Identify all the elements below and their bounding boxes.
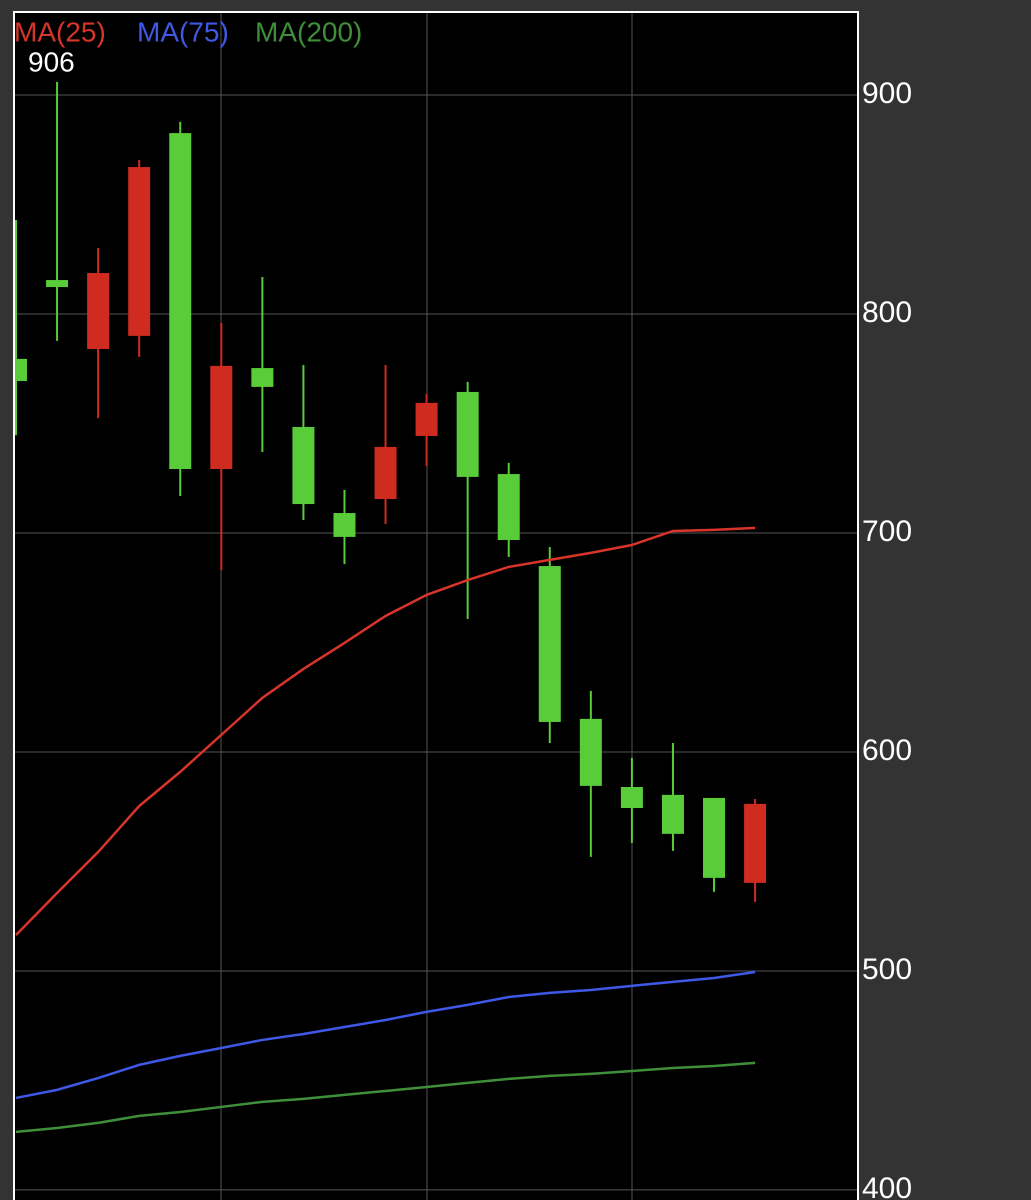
y-tick-label: 800 xyxy=(862,296,912,329)
plot xyxy=(14,81,767,1134)
candle-body xyxy=(292,426,315,505)
legend-entry: MA(75) xyxy=(137,16,229,47)
frame xyxy=(13,11,859,1200)
candle-body xyxy=(456,391,479,477)
candle-body xyxy=(251,368,274,387)
candle-body xyxy=(620,786,643,809)
y-tick-label: 400 xyxy=(862,1172,912,1200)
high-label: 906 xyxy=(28,46,75,77)
y-tick-label: 700 xyxy=(862,515,912,548)
candle-body xyxy=(46,280,69,288)
ma-line xyxy=(15,1061,756,1134)
y-tick-label: 600 xyxy=(862,734,912,767)
candle-body xyxy=(333,513,356,537)
grid xyxy=(14,94,858,1191)
candle-body xyxy=(497,474,520,540)
candle-body xyxy=(210,365,233,470)
candle-body xyxy=(579,718,602,786)
candle-body xyxy=(744,803,767,883)
candle-body xyxy=(14,358,27,381)
candle-body xyxy=(374,446,397,500)
v-grid xyxy=(220,12,633,1200)
ma-line xyxy=(15,526,756,936)
plot-area xyxy=(14,12,858,1200)
candle-body xyxy=(128,167,151,336)
legend-entry: MA(25) xyxy=(14,16,106,47)
y-tick-label: 900 xyxy=(862,77,912,110)
candle-body xyxy=(661,794,684,834)
ma-line xyxy=(15,970,756,1100)
y-tick-label: 500 xyxy=(862,953,912,986)
candle-body xyxy=(538,566,561,722)
candle-body xyxy=(169,133,192,470)
candle-body xyxy=(415,402,438,436)
candle-body xyxy=(87,273,110,350)
labels: 400 500 600 700 800 900 MA(25) MA(75) MA(200) 906 xyxy=(14,16,912,1200)
candle-body xyxy=(703,797,726,878)
legend-entry: MA(200) xyxy=(255,16,362,47)
